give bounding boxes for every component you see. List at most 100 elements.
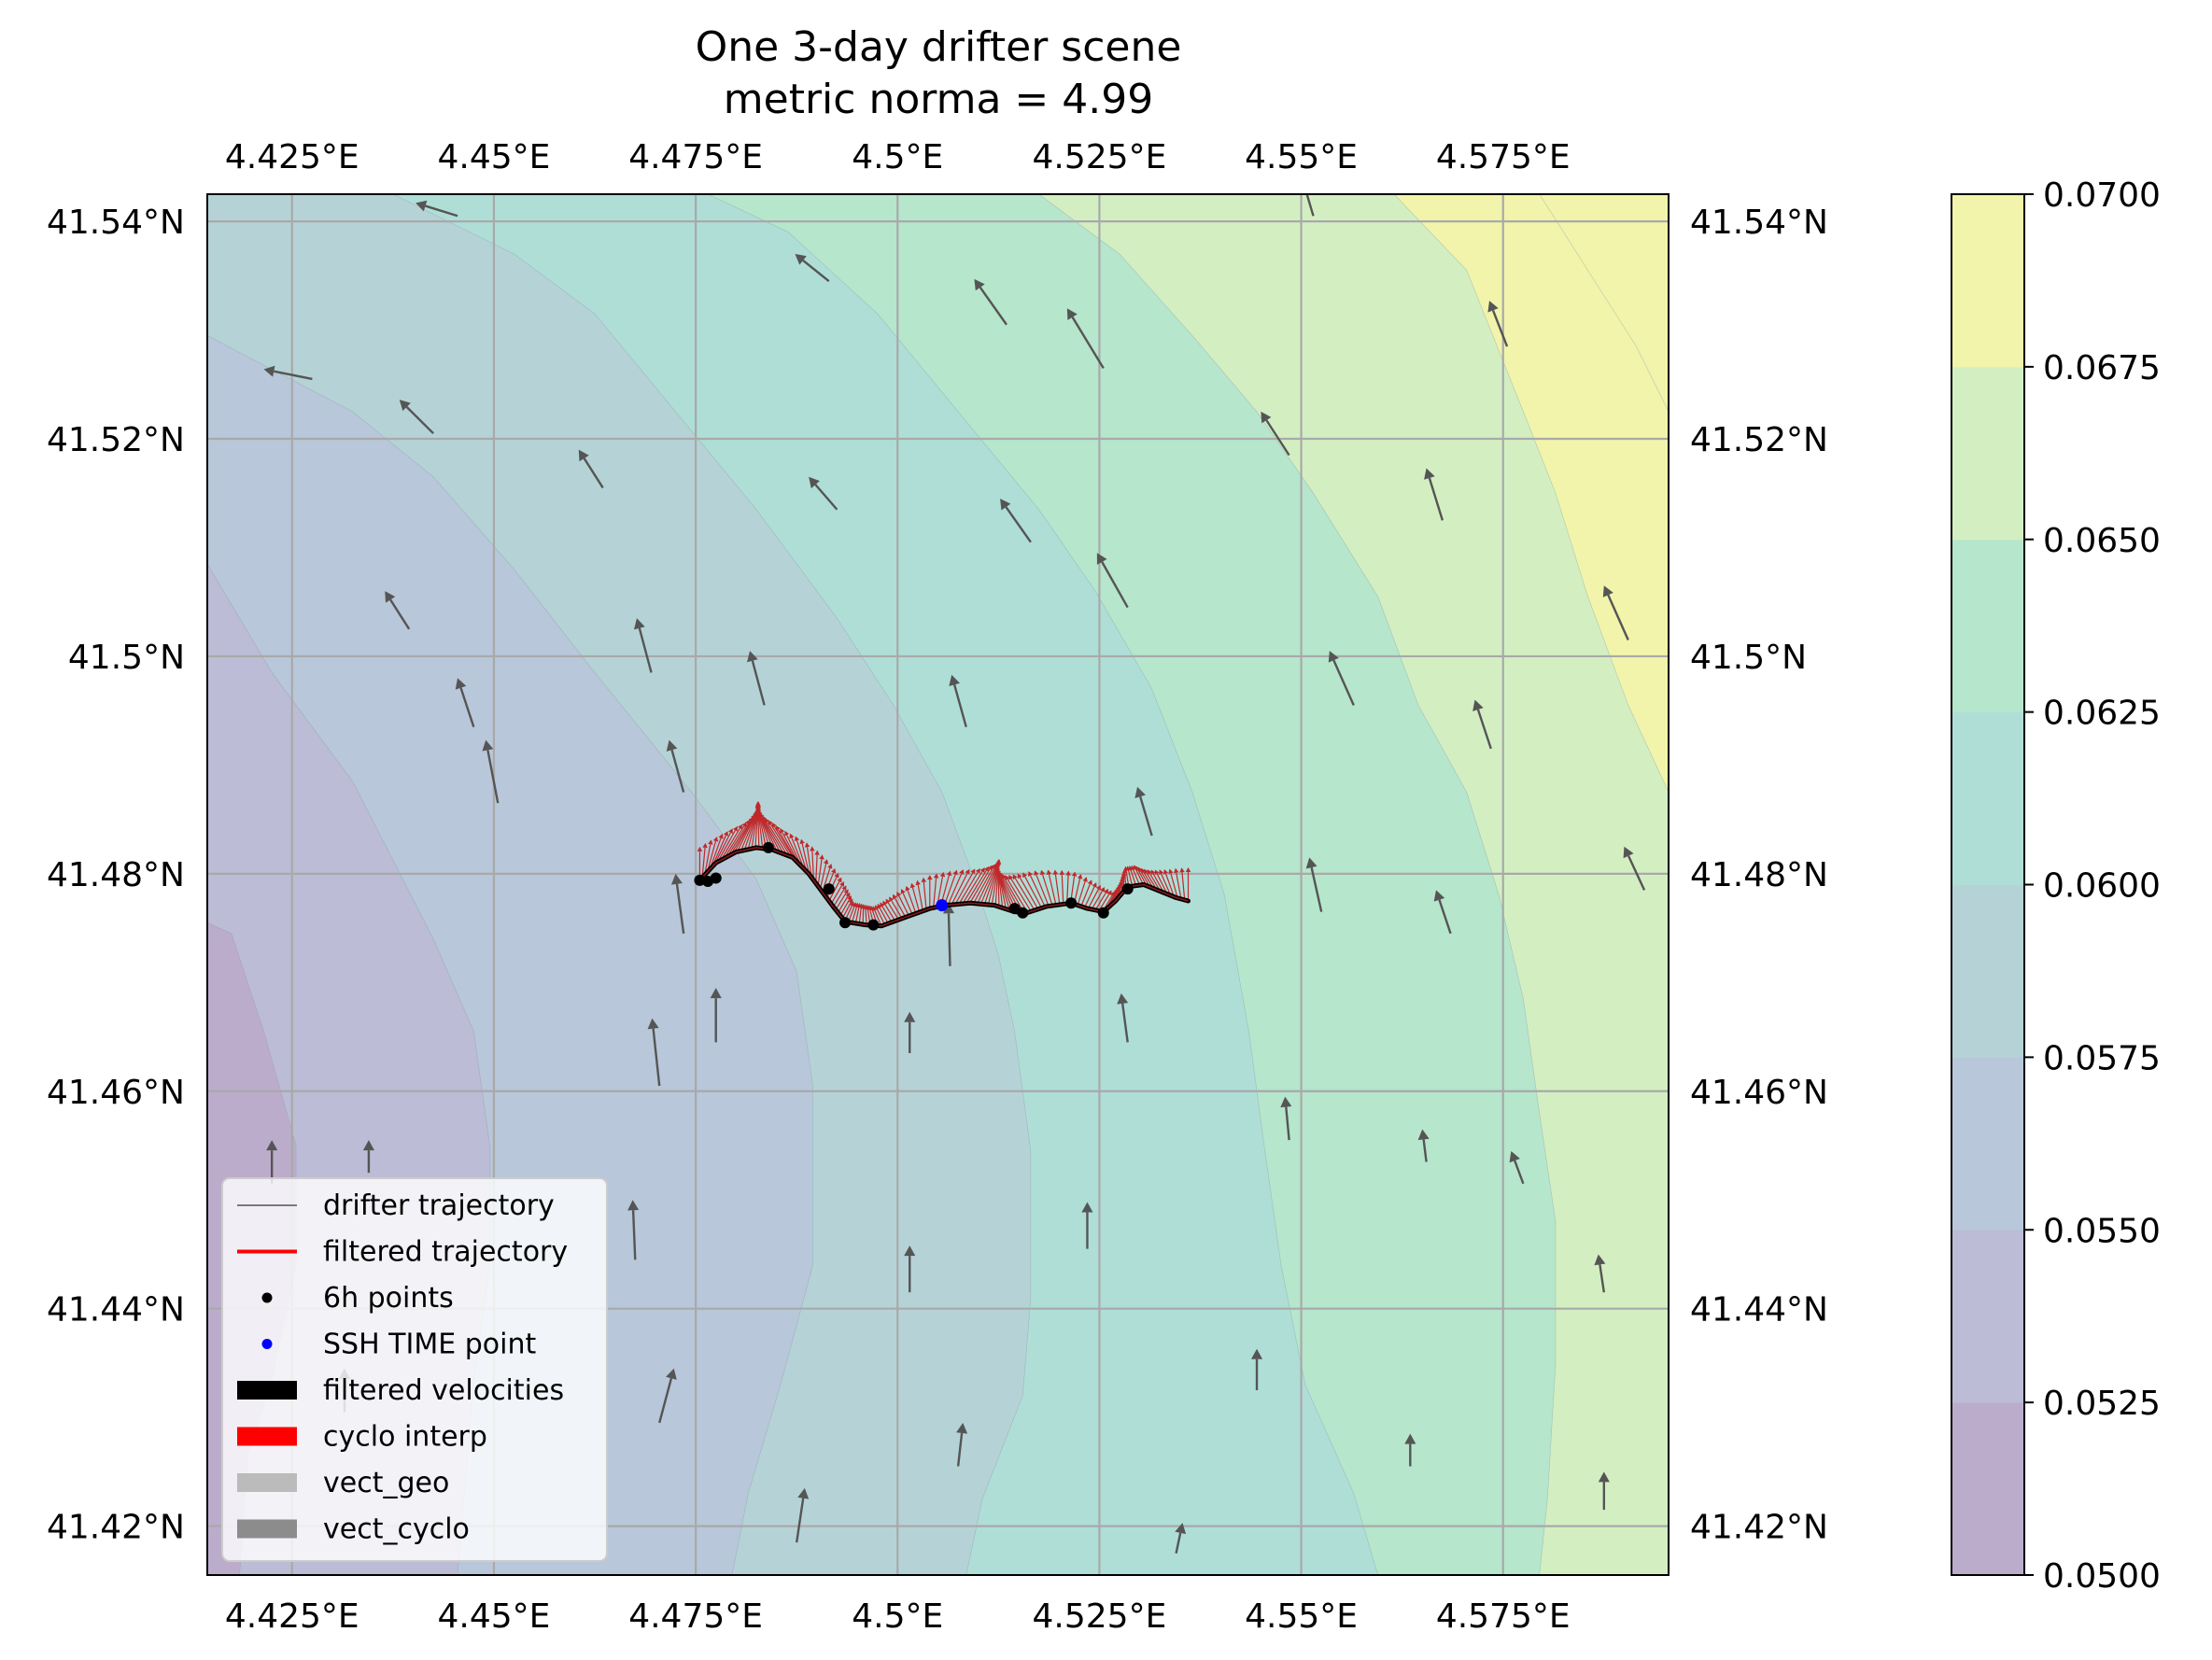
cyclo-vector-head <box>1147 869 1152 875</box>
cyclo-vector <box>951 868 970 906</box>
cyclo-vector-shaft <box>898 895 910 917</box>
quiver-arrow-head <box>666 739 678 752</box>
cyclo-vector <box>1077 877 1088 906</box>
cyclo-vector-head <box>889 896 895 903</box>
cyclo-vector-head <box>1022 872 1028 879</box>
quiver-arrow <box>1280 1096 1292 1141</box>
legend-swatch-dot <box>261 1292 273 1303</box>
cyclo-vector-head <box>762 815 767 822</box>
cyclo-vector-head <box>1071 871 1078 877</box>
legend-label: cyclo interp <box>323 1421 487 1454</box>
cyclo-vector-shaft <box>965 870 987 904</box>
cyclo-vector-head <box>1154 869 1160 876</box>
quiver-arrow <box>1175 1523 1187 1554</box>
quiver-arrow-head <box>747 651 758 663</box>
cyclo-vector-head <box>896 891 902 897</box>
quiver-arrow <box>1066 308 1105 369</box>
quiver-arrow <box>809 476 838 511</box>
cyclo-vector-head <box>874 905 880 910</box>
quiver-arrow-head <box>1301 194 1303 195</box>
quiver-arrow <box>747 651 766 706</box>
cyclo-vector <box>947 869 965 906</box>
quiver-arrow-head <box>1134 786 1146 798</box>
cyclo-vector-head <box>831 868 837 874</box>
cyclo-vector-head <box>741 822 747 828</box>
cyclo-vector-head <box>1017 873 1022 879</box>
cyclo-vector-head <box>979 867 985 873</box>
quiver-arrow-head <box>1280 1096 1292 1108</box>
cyclo-vector-shaft <box>917 884 923 911</box>
cyclo-vector <box>909 882 921 913</box>
quiver-arrow-head <box>1598 1471 1610 1483</box>
cyclo-vector-shaft <box>1080 883 1091 907</box>
chart-subtitle: metric norma = 4.99 <box>723 76 1154 123</box>
cyclo-vector <box>874 905 886 925</box>
cyclo-vector-head <box>775 825 781 831</box>
cyclo-vector <box>717 825 738 863</box>
cyclo-vector-head <box>927 875 933 880</box>
cyclo-vector-head <box>757 809 763 816</box>
cyclo-vector-head <box>1052 869 1059 875</box>
quiver-arrow <box>1623 846 1646 891</box>
cyclo-vector-head <box>755 805 761 810</box>
cyclo-vector-shaft <box>858 907 862 924</box>
quiver-arrow-head <box>904 1245 916 1257</box>
cyclo-vector-shaft <box>969 868 991 904</box>
cyclo-vector-shaft <box>983 865 999 905</box>
legend-label: vect_geo <box>323 1467 449 1499</box>
legend-swatch-patch <box>237 1381 297 1400</box>
quiver-arrow <box>455 678 475 728</box>
quiver-arrow <box>974 278 1007 326</box>
contour-band-6 <box>1038 194 1669 1575</box>
six-hour-point <box>1097 907 1109 919</box>
cyclo-vector <box>954 868 976 906</box>
cyclo-vector <box>958 867 980 905</box>
quiver-arrow-shaft <box>389 598 411 630</box>
cyclo-vector-head <box>768 820 773 826</box>
legend-label: filtered trajectory <box>323 1236 568 1269</box>
quiver-arrow-head <box>1623 846 1634 859</box>
quiver-arrow-shaft <box>274 370 313 381</box>
cyclo-vector <box>704 839 713 876</box>
cyclo-vector <box>1039 869 1053 907</box>
quiver-arrow-shaft <box>1438 899 1452 935</box>
cyclo-vector-head <box>952 869 958 876</box>
quiver-arrow-shaft <box>1101 561 1129 609</box>
cyclo-vector-head <box>1104 888 1108 894</box>
cyclo-vector-shaft <box>839 899 851 916</box>
cyclo-vector-shaft <box>830 885 843 905</box>
quiver-arrow-shaft <box>1139 795 1153 837</box>
cyclo-vector-shaft <box>1161 873 1172 896</box>
cyclo-vector-shaft <box>1164 873 1175 897</box>
cyclo-vector-head <box>843 889 849 894</box>
cyclo-vector-head <box>885 898 891 905</box>
cyclo-vector <box>915 879 923 911</box>
cyclo-vector <box>965 866 989 904</box>
cyclo-vector-head <box>1046 869 1052 876</box>
quiver-arrow <box>1261 411 1290 457</box>
cyclo-vector-shaft <box>1019 877 1039 910</box>
cyclo-vector-head <box>1185 866 1191 872</box>
quiver-arrow-shaft <box>1476 709 1492 750</box>
quiver-arrow <box>1509 1150 1525 1185</box>
cyclo-vector-shaft <box>962 871 983 905</box>
cyclo-vector <box>1012 874 1036 911</box>
cyclo-vector-shaft <box>1181 872 1186 900</box>
quiver-arrow <box>670 873 685 935</box>
cyclo-vector-shaft <box>979 865 997 905</box>
quiver-arrow-head <box>904 1011 916 1022</box>
cyclo-vector-shaft <box>1007 879 1029 913</box>
quiver-arrow-shaft <box>425 204 458 218</box>
quiver-arrow-shaft <box>1491 309 1509 347</box>
cyclo-vector-shaft <box>1029 875 1046 907</box>
cyclo-vector-head <box>1065 870 1071 876</box>
quiver-arrow <box>1487 301 1509 347</box>
quiver-arrow-head <box>1328 651 1339 663</box>
lon-tick-label-top: 4.55°E <box>1245 138 1358 176</box>
cyclo-vector-shaft <box>1087 889 1099 909</box>
cyclo-vector <box>1091 887 1106 910</box>
lon-tick-label-bottom: 4.525°E <box>1033 1597 1167 1636</box>
quiver-arrow-shaft <box>751 660 766 706</box>
cyclo-vector-shaft <box>717 830 736 863</box>
cyclo-vector-head <box>1059 869 1065 876</box>
